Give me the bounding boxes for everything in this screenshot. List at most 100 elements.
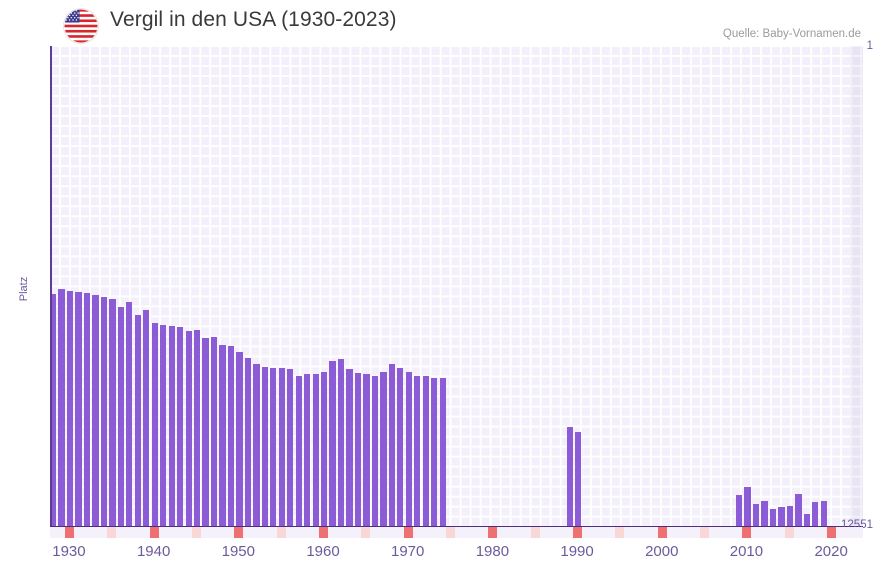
bar-1955[interactable] — [278, 367, 285, 527]
bar-1968[interactable] — [388, 364, 396, 527]
bar-1944[interactable] — [185, 331, 192, 527]
bar-1949[interactable] — [227, 346, 235, 527]
bar-1989[interactable] — [566, 427, 573, 527]
x-tick-label-2000: 2000 — [645, 543, 679, 560]
x-tick-label-1980: 1980 — [475, 543, 510, 560]
us-flag-icon — [64, 9, 98, 43]
bar-2010[interactable] — [744, 486, 751, 527]
bar-1974[interactable] — [439, 378, 446, 527]
bar-1953[interactable] — [261, 366, 268, 527]
bar-2009[interactable] — [735, 494, 743, 527]
bar-1964[interactable] — [354, 372, 362, 527]
x-tick-mark-1950 — [234, 527, 244, 538]
bar-1948[interactable] — [219, 344, 226, 527]
bar-1973[interactable] — [431, 378, 438, 527]
bar-1963[interactable] — [346, 368, 353, 527]
bar-1940[interactable] — [151, 323, 158, 527]
bar-1931[interactable] — [75, 292, 82, 527]
bar-1951[interactable] — [244, 357, 252, 527]
bar-1933[interactable] — [92, 295, 99, 527]
bar-2013[interactable] — [769, 509, 777, 527]
bar-1990[interactable] — [575, 431, 582, 527]
bar-1950[interactable] — [236, 351, 243, 527]
page-title: Vergil in den USA (1930-2023) — [110, 8, 397, 31]
x-tick-mark-2010 — [742, 527, 752, 538]
bar-1941[interactable] — [160, 325, 167, 527]
bar-2012[interactable] — [761, 501, 768, 527]
y-axis-tick-top: 1 — [866, 40, 873, 52]
bar-2017[interactable] — [803, 514, 810, 527]
bar-1969[interactable] — [397, 367, 404, 527]
x-tick-label-2020: 2020 — [814, 543, 848, 560]
x-tick-mark-1980 — [488, 527, 498, 538]
bar-1957[interactable] — [295, 375, 302, 527]
bar-1972[interactable] — [422, 376, 429, 527]
x-tick-mark-1930 — [64, 527, 74, 538]
bar-1929[interactable] — [58, 288, 65, 527]
x-tick-mark-minor-1985 — [530, 527, 540, 538]
bar-1956[interactable] — [287, 368, 294, 527]
bar-1960[interactable] — [321, 371, 328, 527]
bar-1935[interactable] — [109, 298, 116, 527]
x-tick-mark-1970 — [403, 527, 413, 538]
bar-1938[interactable] — [134, 315, 141, 527]
bar-1952[interactable] — [253, 364, 260, 527]
bar-1965[interactable] — [363, 374, 370, 527]
bar-2019[interactable] — [820, 501, 827, 527]
x-tick-label-1990: 1990 — [560, 543, 594, 560]
plot-area — [50, 46, 863, 527]
x-tick-label-1960: 1960 — [306, 543, 340, 560]
x-axis-ticks: 1930 1940 1950 1960 1970 1980 1990 2000 2010 2020 — [0, 527, 873, 567]
chart-header: Vergil in den USA (1930-2023) Quelle: Ba… — [0, 0, 873, 46]
x-tick-mark-minor-1995 — [615, 527, 625, 538]
bar-1970[interactable] — [405, 371, 412, 527]
x-tick-label-1970: 1970 — [391, 543, 425, 560]
bar-1930[interactable] — [66, 290, 74, 527]
bar-1943[interactable] — [177, 326, 184, 527]
bar-2015[interactable] — [786, 505, 794, 527]
bar-2018[interactable] — [812, 502, 819, 527]
bar-1932[interactable] — [83, 292, 91, 527]
x-tick-mark-1990 — [573, 527, 583, 538]
bar-1946[interactable] — [202, 338, 209, 527]
bar-1962[interactable] — [337, 358, 345, 527]
x-tick-mark-1940 — [149, 527, 159, 538]
bar-1934[interactable] — [100, 297, 108, 527]
x-tick-mark-1960 — [319, 527, 328, 538]
x-tick-mark-2000 — [657, 527, 667, 538]
x-tick-mark-minor-2015 — [784, 527, 794, 538]
x-tick-label-1940: 1940 — [136, 543, 171, 560]
bar-1954[interactable] — [270, 367, 277, 527]
bar-1928[interactable] — [50, 293, 57, 527]
x-axis-tick-strip — [50, 527, 863, 538]
x-tick-mark-2020 — [827, 527, 837, 538]
bar-1958[interactable] — [304, 374, 311, 527]
x-tick-label-1950: 1950 — [221, 543, 255, 560]
y-axis-line — [50, 46, 52, 527]
bar-1937[interactable] — [126, 301, 133, 527]
x-tick-mark-minor-2005 — [700, 527, 710, 538]
bar-1959[interactable] — [312, 374, 319, 527]
bar-1945[interactable] — [193, 329, 201, 527]
x-tick-label-1930: 1930 — [52, 543, 86, 560]
x-tick-label-2010: 2010 — [729, 543, 764, 560]
x-tick-mark-minor-1965 — [361, 527, 371, 538]
bar-1967[interactable] — [380, 372, 387, 527]
bar-1966[interactable] — [371, 376, 379, 527]
bar-1942[interactable] — [168, 326, 175, 527]
bar-1936[interactable] — [117, 306, 125, 527]
x-tick-mark-minor-1975 — [446, 527, 456, 538]
x-tick-mark-minor-1935 — [107, 527, 117, 538]
bar-2016[interactable] — [795, 494, 802, 527]
bar-1939[interactable] — [143, 310, 150, 527]
bar-1947[interactable] — [210, 336, 218, 527]
y-axis-label: Platz — [18, 276, 30, 302]
bar-1971[interactable] — [414, 376, 421, 527]
bar-1961[interactable] — [329, 360, 336, 527]
x-tick-mark-minor-1955 — [276, 527, 286, 538]
x-tick-mark-minor-1945 — [191, 527, 201, 538]
bar-2014[interactable] — [778, 506, 785, 527]
bar-2011[interactable] — [752, 504, 760, 527]
bar-series — [50, 46, 863, 527]
